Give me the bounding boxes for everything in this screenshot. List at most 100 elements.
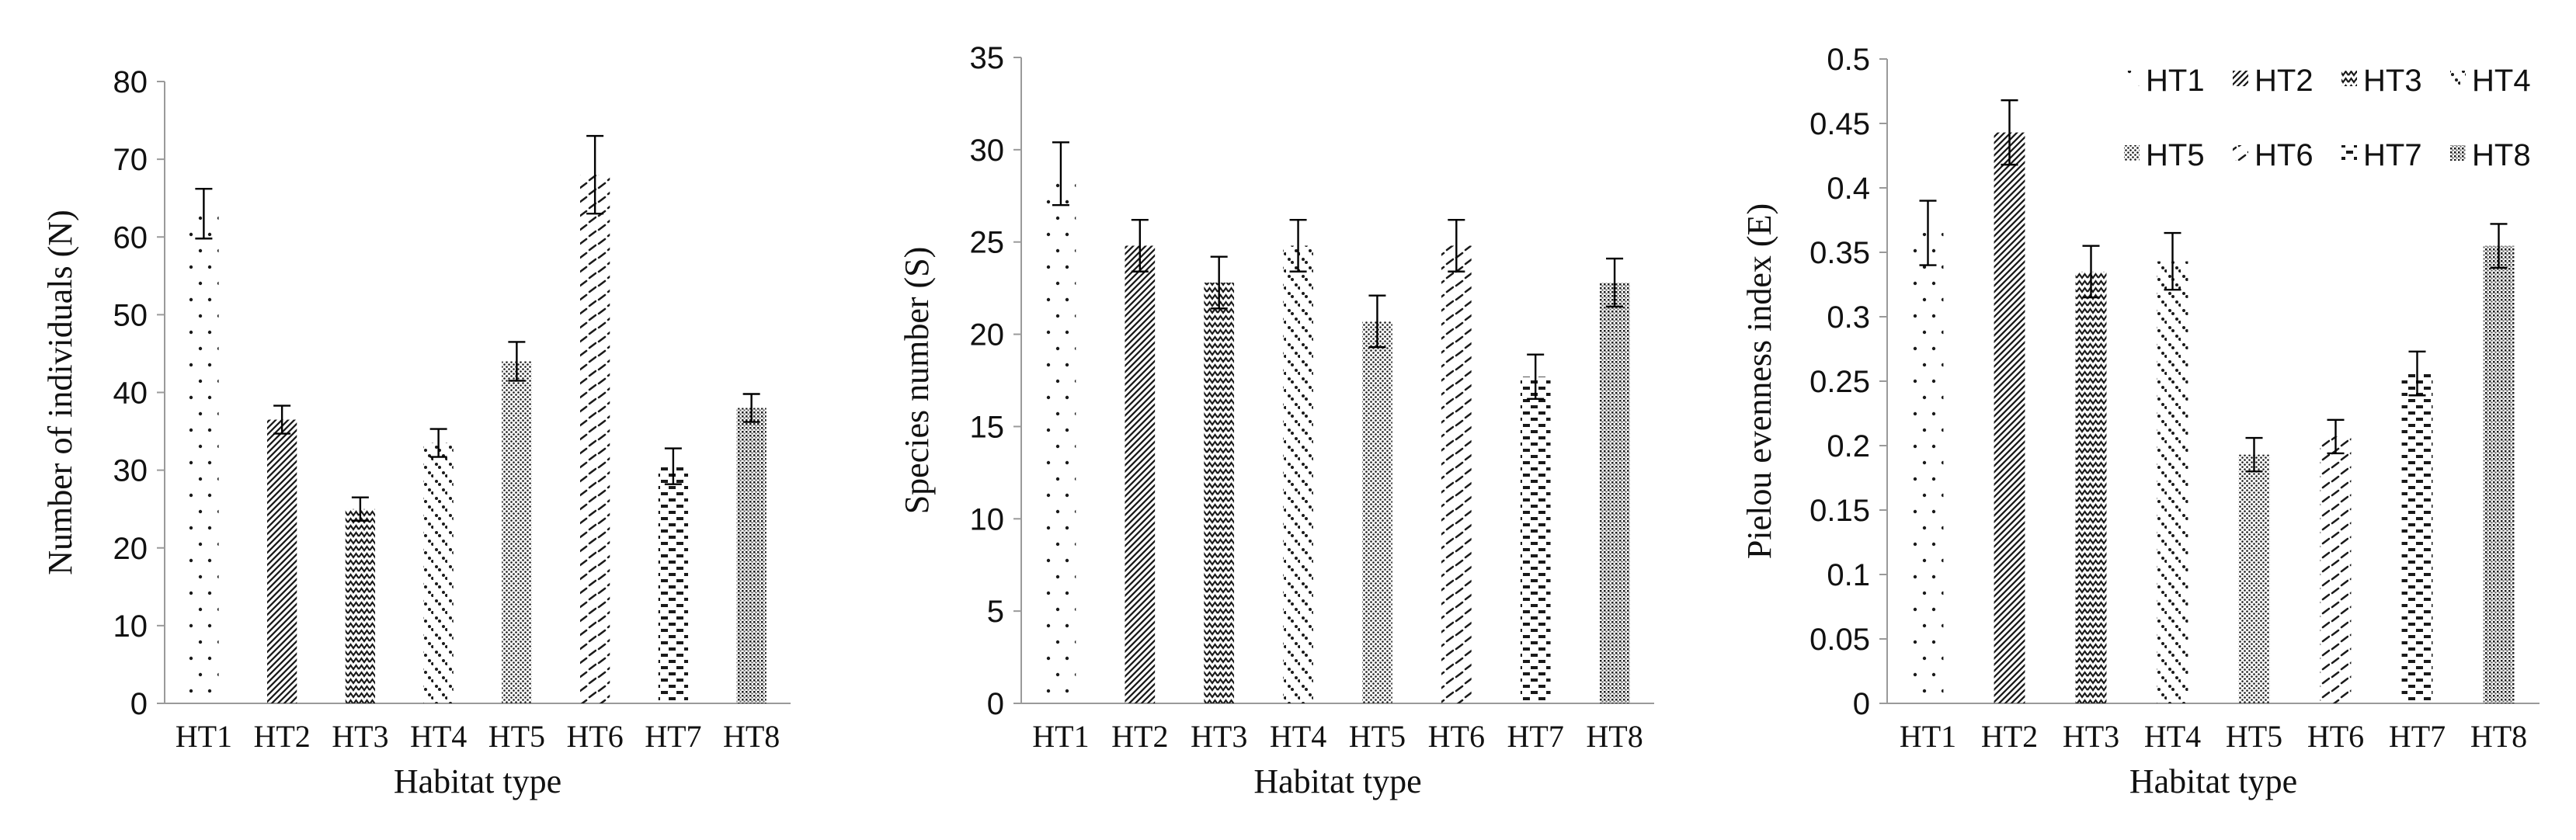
legend-label: HT2: [2254, 64, 2314, 98]
bar-ht3: [1204, 283, 1235, 703]
y-tick-label: 35: [970, 41, 1005, 75]
x-tick-label: HT2: [1111, 719, 1168, 754]
legend-label: HT5: [2146, 138, 2205, 172]
x-tick-label: HT7: [2389, 719, 2446, 754]
legend-swatch: [2233, 145, 2248, 161]
x-tick-label: HT1: [176, 719, 232, 754]
error-bar-ht1: [195, 187, 213, 240]
legend-item-ht3: HT3: [2341, 64, 2422, 98]
error-bar-ht2: [2001, 99, 2018, 166]
x-tick-label: HT4: [1270, 719, 1326, 754]
bar-ht7: [1520, 377, 1551, 703]
chart-panel-2: 0 5 10 15 20 25 30 35 HT1 HT2 HT3 HT4 HT5 HT6 HT7 HT8 Ha…: [898, 41, 1654, 800]
bar-ht1: [189, 213, 219, 703]
error-bar-ht5: [508, 341, 526, 382]
bar-ht8: [2483, 245, 2515, 703]
y-axis-title: Species number (S): [898, 247, 936, 515]
x-tick-label: HT5: [2226, 719, 2282, 754]
error-bar-ht6: [586, 134, 604, 215]
bar-ht6: [1441, 245, 1472, 703]
x-tick-label: HT8: [2470, 719, 2527, 754]
error-bar-ht5: [2245, 436, 2263, 473]
x-tick-label: HT4: [410, 719, 467, 754]
error-bar-ht8: [1606, 257, 1624, 308]
x-axis-title: Habitat type: [394, 762, 561, 800]
legend-item-ht5: HT5: [2124, 138, 2205, 172]
bar-ht3: [2075, 271, 2107, 703]
y-tick-label: 40: [113, 377, 148, 411]
y-tick-label: 0.4: [1827, 172, 1870, 206]
x-tick-label: HT3: [1191, 719, 1247, 754]
y-tick-label: 0: [130, 687, 148, 721]
x-tick-label: HT5: [488, 719, 545, 754]
error-bar-ht2: [1131, 218, 1149, 272]
error-bar-ht3: [351, 496, 369, 522]
y-tick-label: 0.1: [1827, 558, 1870, 592]
legend-label: HT8: [2472, 138, 2531, 172]
x-tick-label: HT6: [2307, 719, 2364, 754]
x-tick-label: HT1: [1032, 719, 1089, 754]
y-tick-label: 50: [113, 298, 148, 332]
legend-label: HT4: [2472, 64, 2531, 98]
bar-ht5: [2238, 454, 2270, 703]
legend-swatch: [2450, 71, 2466, 86]
y-tick-label: 20: [970, 318, 1005, 352]
y-tick-label: 15: [970, 410, 1005, 444]
y-tick-label: 0: [987, 687, 1004, 721]
bar-ht1: [1045, 173, 1076, 703]
error-bar-ht7: [664, 447, 682, 485]
bar-ht8: [736, 408, 767, 703]
legend-swatch: [2341, 145, 2357, 161]
error-bar-ht3: [1210, 255, 1228, 310]
x-tick-label: HT8: [723, 719, 780, 754]
y-tick-label: 0: [1853, 687, 1870, 721]
legend-swatch: [2233, 71, 2248, 86]
legend: HT1 HT2 HT3 HT4 HT5 HT6 HT7 HT8: [2124, 64, 2531, 172]
y-tick-label: 0.3: [1827, 300, 1870, 335]
bar-ht4: [423, 443, 454, 703]
legend-label: HT1: [2146, 64, 2205, 98]
legend-label: HT3: [2363, 64, 2422, 98]
error-bar-ht8: [2490, 223, 2508, 269]
bar-ht2: [1125, 245, 1156, 703]
error-bar-ht6: [1448, 218, 1465, 272]
y-tick-label: 10: [113, 609, 148, 644]
bar-ht7: [2401, 373, 2433, 703]
error-bar-ht2: [273, 404, 291, 435]
bar-ht5: [1362, 321, 1392, 703]
x-axis-title: Habitat type: [1253, 762, 1421, 800]
y-tick-label: 25: [970, 226, 1005, 260]
y-tick-label: 70: [113, 143, 148, 177]
y-tick-label: 80: [113, 65, 148, 99]
legend-swatch: [2450, 145, 2466, 161]
error-bar-ht4: [1289, 218, 1307, 272]
legend-item-ht6: HT6: [2233, 138, 2314, 172]
y-tick-label: 0.2: [1827, 429, 1870, 463]
legend-label: HT7: [2363, 138, 2422, 172]
error-bar-ht4: [2164, 231, 2181, 291]
y-tick-label: 0.05: [1809, 623, 1870, 657]
y-tick-label: 0.35: [1809, 236, 1870, 270]
bar-ht1: [1912, 233, 1944, 704]
x-tick-label: HT6: [566, 719, 623, 754]
bar-ht2: [266, 419, 297, 703]
x-tick-label: HT6: [1428, 719, 1485, 754]
x-tick-label: HT4: [2144, 719, 2201, 754]
error-bar-ht1: [1052, 141, 1069, 207]
x-tick-label: HT5: [1349, 719, 1406, 754]
x-tick-label: HT3: [332, 719, 388, 754]
error-bar-ht6: [2327, 418, 2345, 455]
bar-ht8: [1599, 283, 1630, 703]
legend-swatch: [2124, 145, 2140, 161]
y-tick-label: 5: [987, 595, 1004, 629]
legend-swatch: [2341, 71, 2357, 86]
y-tick-label: 0.25: [1809, 365, 1870, 399]
y-tick-label: 0.15: [1809, 494, 1870, 528]
chart-panel-1: 0 10 20 30 40 50 60 70 80 HT1 HT2 HT3 HT4 HT5 HT6 HT7 HT…: [41, 65, 791, 800]
x-axis-title: Habitat type: [2129, 762, 2297, 800]
error-bar-ht8: [742, 393, 760, 423]
error-bar-ht5: [1368, 294, 1386, 349]
y-tick-label: 30: [113, 454, 148, 488]
